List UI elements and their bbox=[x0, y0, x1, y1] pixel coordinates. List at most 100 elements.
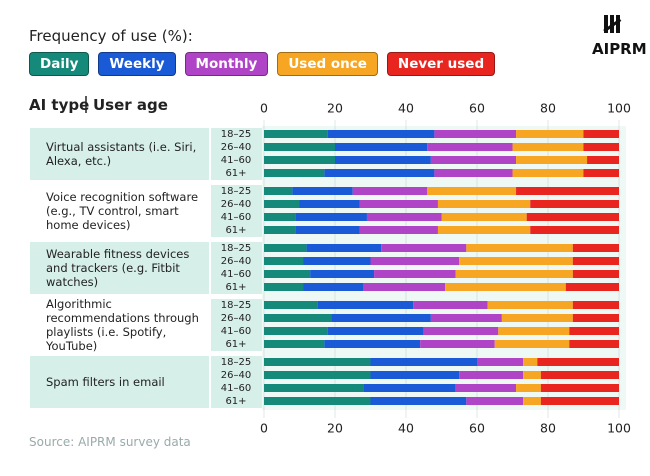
bar-segment bbox=[437, 226, 531, 234]
row-label: 61+ bbox=[225, 225, 246, 236]
x-tick-label: 60 bbox=[469, 421, 485, 436]
legend: Daily Weekly Monthly Used once Never used bbox=[29, 52, 496, 76]
logo: AIPRM bbox=[592, 40, 647, 58]
bar-segment bbox=[370, 397, 467, 405]
bar-segment bbox=[441, 213, 527, 221]
bar-segment bbox=[565, 283, 619, 291]
bar-segment bbox=[501, 314, 573, 322]
source: Source: AIPRM survey data bbox=[29, 435, 191, 449]
bar-segment bbox=[587, 156, 619, 164]
bar-segment bbox=[359, 226, 438, 234]
group-label-bg bbox=[30, 185, 209, 237]
bar-segment bbox=[430, 314, 502, 322]
row-label: 41–60 bbox=[221, 155, 251, 166]
x-tick-label: 80 bbox=[540, 421, 556, 436]
bar-segment bbox=[264, 314, 332, 322]
bar-segment bbox=[264, 156, 335, 164]
bar-segment bbox=[466, 244, 573, 252]
bar-segment bbox=[445, 283, 566, 291]
bar-segment bbox=[466, 397, 524, 405]
bar-segment bbox=[583, 169, 619, 177]
bar-segment bbox=[437, 200, 531, 208]
row-label: 61+ bbox=[225, 168, 246, 179]
bar-segment bbox=[310, 270, 375, 278]
bar-segment bbox=[370, 257, 460, 265]
age-label-bg bbox=[211, 128, 262, 180]
x-tick-label: 40 bbox=[398, 421, 414, 436]
bar-segment bbox=[264, 340, 325, 348]
bar-segment bbox=[264, 244, 307, 252]
bar-segment bbox=[477, 358, 524, 366]
bar-segment bbox=[303, 283, 364, 291]
group-label-bg bbox=[30, 242, 209, 294]
bar-segment bbox=[264, 187, 293, 195]
bar-segment bbox=[540, 397, 619, 405]
bar-segment bbox=[494, 340, 570, 348]
bar-segment bbox=[264, 270, 311, 278]
group-label: Voice recognition software (e.g., TV con… bbox=[46, 190, 199, 232]
bar-segment bbox=[335, 143, 428, 151]
bar-segment bbox=[420, 340, 495, 348]
bar-segment bbox=[381, 244, 467, 252]
row-label: 41–60 bbox=[221, 326, 251, 337]
bar-segment bbox=[264, 130, 328, 138]
bar-segment bbox=[264, 397, 371, 405]
bar-segment bbox=[303, 257, 371, 265]
bar-segment bbox=[423, 327, 499, 335]
header-ai-type: AI type bbox=[29, 96, 90, 114]
bar-segment bbox=[459, 371, 524, 379]
bar-segment bbox=[516, 130, 584, 138]
bar-segment bbox=[498, 327, 570, 335]
x-tick-label: 80 bbox=[540, 101, 556, 116]
row-label: 26–40 bbox=[221, 370, 251, 381]
bar-segment bbox=[530, 200, 619, 208]
bar-segment bbox=[523, 358, 538, 366]
bar-segment bbox=[363, 384, 456, 392]
bar-segment bbox=[516, 384, 541, 392]
bar-segment bbox=[374, 270, 456, 278]
row-label: 41–60 bbox=[221, 269, 251, 280]
legend-title: Frequency of use (%): bbox=[29, 27, 193, 45]
bar-segment bbox=[434, 169, 513, 177]
bar-segment bbox=[359, 200, 438, 208]
bar-segment bbox=[583, 130, 619, 138]
legend-item: Never used bbox=[386, 52, 496, 76]
bar-segment bbox=[413, 301, 488, 309]
logo-icon bbox=[603, 15, 622, 33]
bar-segment bbox=[264, 143, 335, 151]
bar-segment bbox=[327, 130, 435, 138]
bar-segment bbox=[427, 187, 517, 195]
bar-segment bbox=[537, 358, 619, 366]
bar-segment bbox=[264, 213, 296, 221]
row-label: 61+ bbox=[225, 282, 246, 293]
x-tick-label: 100 bbox=[607, 421, 631, 436]
bar-segment bbox=[487, 301, 573, 309]
group-label: Spam filters in email bbox=[46, 375, 165, 389]
bar-segment bbox=[264, 371, 371, 379]
bar-segment bbox=[324, 169, 435, 177]
bar-segment bbox=[264, 301, 318, 309]
bar-segment bbox=[370, 371, 460, 379]
bar-segment bbox=[264, 384, 364, 392]
chart-area-bg bbox=[262, 126, 626, 410]
bar-segment bbox=[512, 143, 584, 151]
row-label: 26–40 bbox=[221, 199, 251, 210]
legend-item: Weekly bbox=[98, 52, 176, 76]
bar-segment bbox=[331, 314, 431, 322]
group-label-bg bbox=[30, 299, 209, 351]
bar-segment bbox=[292, 187, 353, 195]
bar-segment bbox=[569, 327, 619, 335]
bar-segment bbox=[540, 384, 619, 392]
bar-segment bbox=[427, 143, 513, 151]
bar-segment bbox=[572, 301, 619, 309]
row-label: 41–60 bbox=[221, 383, 251, 394]
legend-item: Used once bbox=[277, 52, 378, 76]
bar-segment bbox=[306, 244, 382, 252]
bar-segment bbox=[366, 213, 442, 221]
row-label: 18–25 bbox=[221, 186, 251, 197]
bar-segment bbox=[264, 169, 325, 177]
group-label-bg bbox=[30, 356, 209, 408]
age-label-bg bbox=[211, 185, 262, 237]
bar-segment bbox=[540, 371, 619, 379]
row-label: 26–40 bbox=[221, 313, 251, 324]
